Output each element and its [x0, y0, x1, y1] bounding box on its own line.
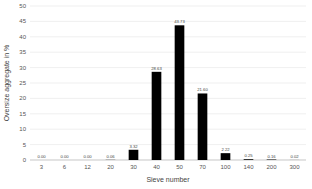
- y-tick-label: 0: [23, 157, 27, 163]
- bar: [37, 160, 47, 161]
- bar: [290, 159, 300, 160]
- grid-line: [30, 98, 306, 99]
- data-label: 0.00: [83, 154, 92, 159]
- chart-svg: 0 5 10 15 20 25 30 35 40 45 50 0.00 0.00 0.00 0.06 3.32…: [0, 0, 312, 189]
- chart-container: 0 5 10 15 20 25 30 35 40 45 50 0.00 0.00 0.00 0.06 3.32…: [0, 0, 312, 189]
- bar: [221, 153, 231, 160]
- bar: [175, 25, 185, 160]
- x-tick-label: 70: [199, 164, 206, 170]
- grid-line: [30, 52, 306, 53]
- grid-line: [30, 6, 306, 7]
- x-tick-label: 50: [176, 164, 183, 170]
- grid-line: [30, 36, 306, 37]
- grid-line: [30, 160, 306, 161]
- grid-line: [30, 83, 306, 84]
- x-tick-label: 30: [130, 164, 137, 170]
- y-tick-label: 40: [19, 34, 26, 40]
- x-tick-label: 20: [107, 164, 114, 170]
- grid-line: [30, 129, 306, 130]
- y-axis-title: Oversize aggregate in %: [3, 45, 11, 122]
- data-label: 0.06: [106, 154, 115, 159]
- data-label: 43.73: [174, 19, 185, 24]
- bar: [60, 160, 70, 161]
- data-label: 2.22: [221, 147, 230, 152]
- bar: [267, 159, 277, 160]
- data-label: 21.60: [197, 87, 208, 92]
- bar: [198, 93, 208, 160]
- bar: [152, 72, 162, 160]
- x-axis-title: Sieve number: [146, 176, 190, 183]
- data-label: 0.02: [290, 154, 299, 159]
- x-tick-label: 40: [153, 164, 160, 170]
- data-label: 0.00: [37, 154, 46, 159]
- grid-line: [30, 113, 306, 114]
- data-label: 28.63: [151, 66, 162, 71]
- grid-line: [30, 21, 306, 22]
- y-tick-label: 10: [19, 126, 26, 132]
- y-tick-label: 5: [23, 142, 27, 148]
- y-tick-label: 50: [19, 3, 26, 9]
- y-tick-label: 25: [19, 80, 26, 86]
- x-tick-label: 300: [289, 164, 300, 170]
- x-axis-line: [30, 160, 306, 161]
- bar: [244, 159, 254, 161]
- y-tick-label: 30: [19, 65, 26, 71]
- grid-line: [30, 144, 306, 145]
- grid-line: [30, 67, 306, 68]
- data-label: 0.25: [244, 153, 253, 158]
- x-tick-label: 100: [220, 164, 231, 170]
- x-tick-label: 12: [84, 164, 91, 170]
- y-tick-label: 20: [19, 95, 26, 101]
- data-label: 0.16: [267, 154, 276, 159]
- y-tick-label: 15: [19, 111, 26, 117]
- x-tick-label: 3: [40, 164, 44, 170]
- bar: [83, 160, 93, 161]
- data-label: 0.00: [60, 154, 69, 159]
- bar: [129, 150, 139, 160]
- bar: [106, 159, 116, 160]
- y-tick-label: 45: [19, 18, 26, 24]
- y-tick-label: 35: [19, 49, 26, 55]
- data-label: 3.32: [129, 144, 138, 149]
- x-tick-label: 140: [243, 164, 254, 170]
- x-tick-label: 6: [63, 164, 67, 170]
- x-tick-label: 200: [266, 164, 277, 170]
